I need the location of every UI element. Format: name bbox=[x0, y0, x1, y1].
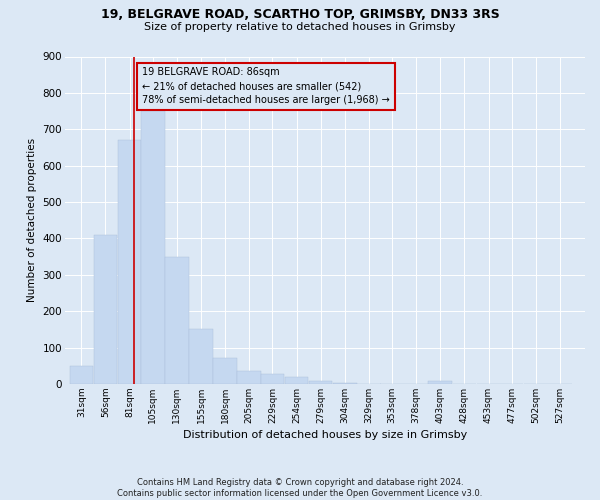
Bar bbox=[260, 374, 284, 384]
Bar bbox=[333, 383, 356, 384]
Bar bbox=[428, 381, 452, 384]
Bar bbox=[94, 235, 118, 384]
Bar bbox=[165, 256, 188, 384]
Bar bbox=[309, 381, 332, 384]
Bar bbox=[238, 371, 261, 384]
Text: Size of property relative to detached houses in Grimsby: Size of property relative to detached ho… bbox=[144, 22, 456, 32]
Bar bbox=[118, 140, 142, 384]
Bar bbox=[70, 366, 93, 384]
Bar bbox=[214, 358, 237, 384]
X-axis label: Distribution of detached houses by size in Grimsby: Distribution of detached houses by size … bbox=[183, 430, 467, 440]
Text: 19, BELGRAVE ROAD, SCARTHO TOP, GRIMSBY, DN33 3RS: 19, BELGRAVE ROAD, SCARTHO TOP, GRIMSBY,… bbox=[101, 8, 499, 20]
Bar bbox=[141, 111, 164, 384]
Text: 19 BELGRAVE ROAD: 86sqm
← 21% of detached houses are smaller (542)
78% of semi-d: 19 BELGRAVE ROAD: 86sqm ← 21% of detache… bbox=[142, 68, 390, 106]
Bar bbox=[189, 330, 213, 384]
Bar bbox=[284, 378, 308, 384]
Text: Contains HM Land Registry data © Crown copyright and database right 2024.
Contai: Contains HM Land Registry data © Crown c… bbox=[118, 478, 482, 498]
Y-axis label: Number of detached properties: Number of detached properties bbox=[27, 138, 37, 302]
